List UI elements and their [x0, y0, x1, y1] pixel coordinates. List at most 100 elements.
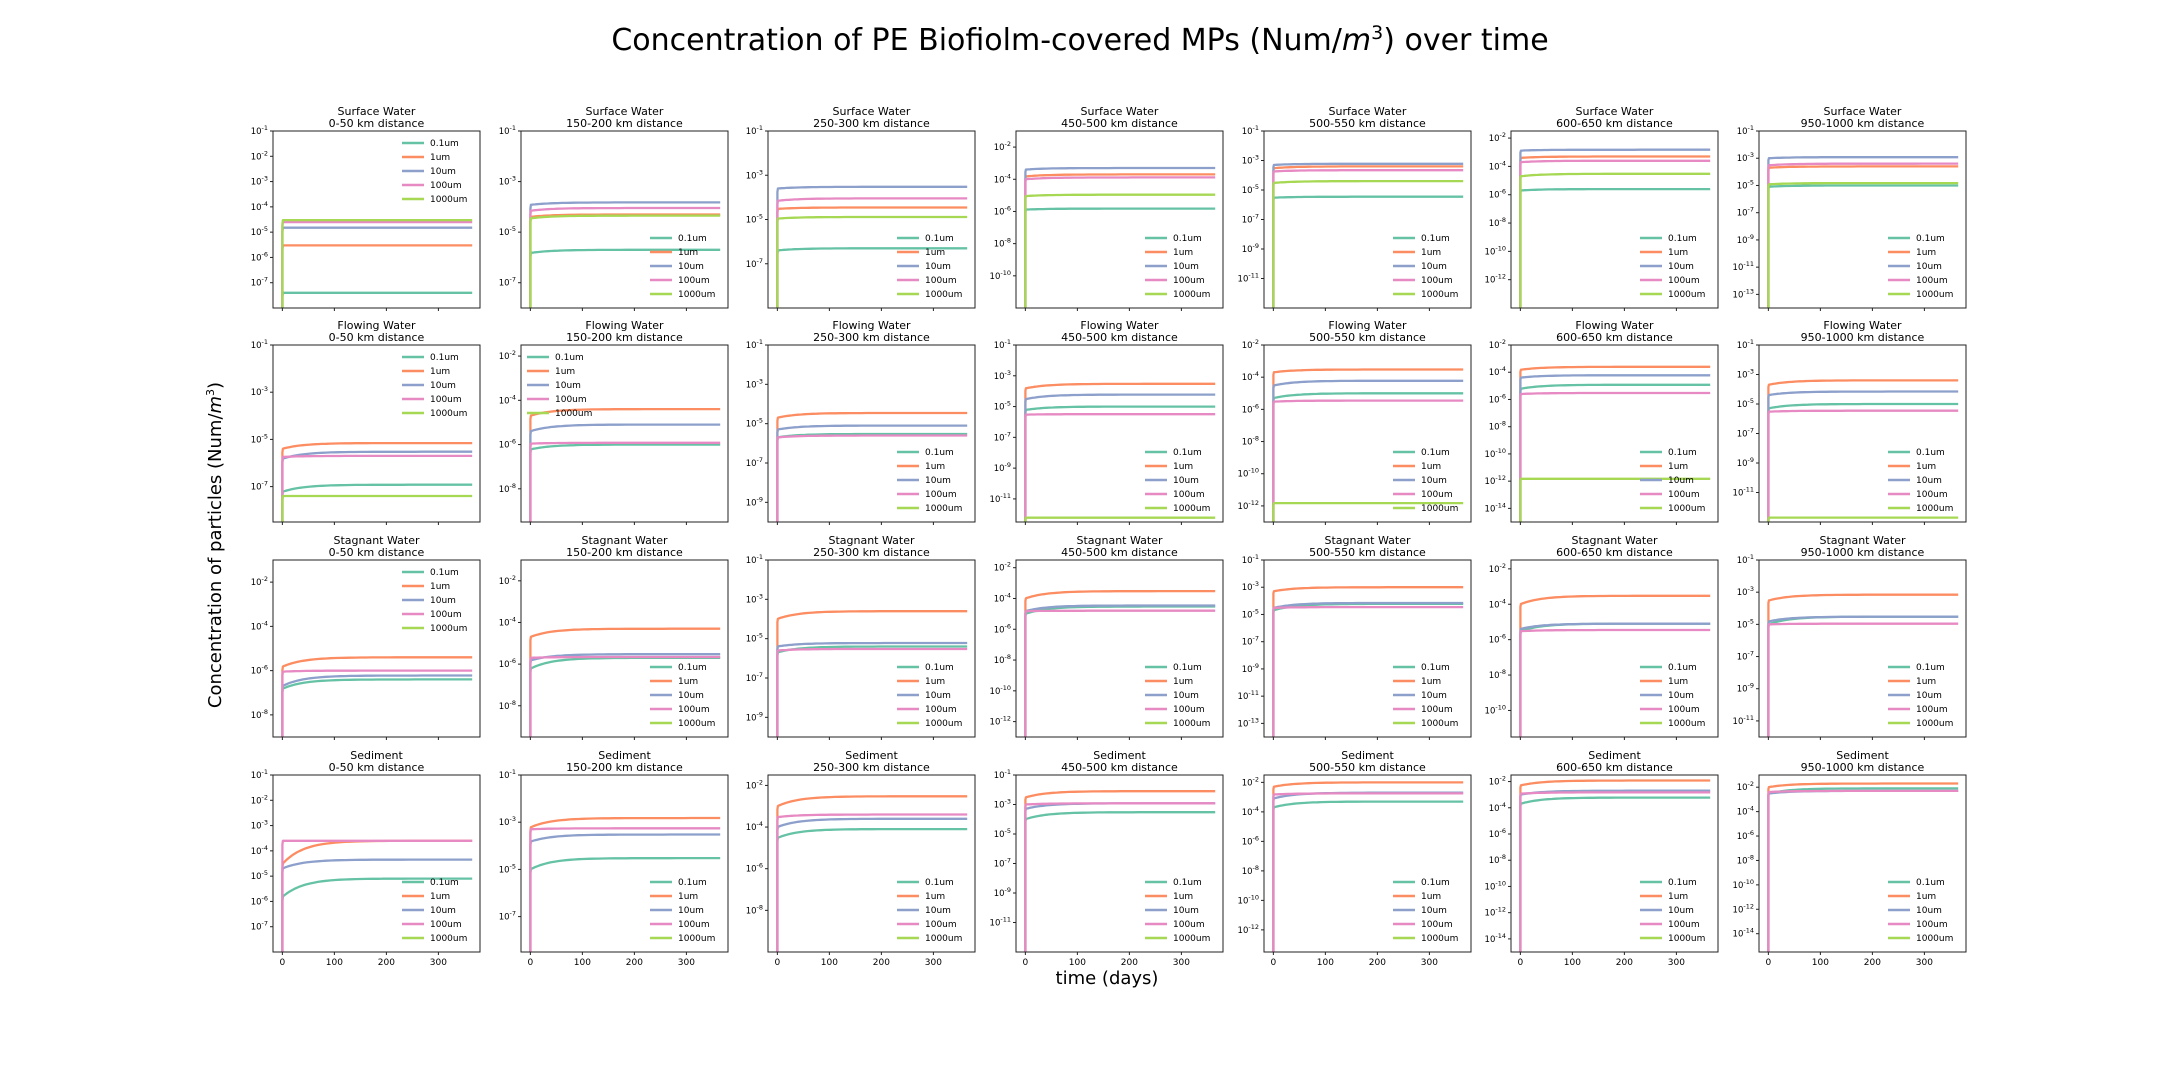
panel-title-distance: 450-500 km distance — [1061, 546, 1178, 559]
series-line-1um — [776, 795, 968, 952]
legend-label-100um: 100um — [1421, 920, 1453, 930]
y-tick-label: 10-6 — [1489, 633, 1506, 646]
y-tick-label: 10-2 — [499, 574, 516, 587]
series-line-100um — [281, 220, 473, 308]
legend-label-10um: 10um — [678, 906, 704, 916]
series-line-100um — [1767, 162, 1959, 308]
legend: 0.1um 1um 10um 100um 1000um — [402, 878, 467, 944]
legend-label-1um: 1um — [1668, 462, 1688, 472]
panel-curves — [281, 839, 473, 952]
legend-label-10um: 10um — [1173, 476, 1199, 486]
series-line-1000um — [529, 214, 721, 308]
legend-label-100um: 100um — [1916, 705, 1948, 715]
legend: 0.1um 1um 10um 100um 1000um — [1640, 448, 1705, 514]
series-line-10um — [281, 226, 473, 308]
legend-label-10um: 10um — [925, 691, 951, 701]
y-tick-label: 10-2 — [251, 575, 268, 588]
x-tick-label: 0 — [1517, 958, 1523, 968]
panel-frame — [1758, 559, 1967, 738]
y-tick-label: 10-11 — [1238, 689, 1259, 702]
y-tick-label: 10-7 — [746, 671, 763, 684]
series-line-10um — [776, 185, 968, 308]
y-tick-label: 10-4 — [499, 615, 516, 628]
legend-label-100um: 100um — [678, 276, 710, 286]
legend-label-100um: 100um — [1421, 276, 1453, 286]
panel-curves — [1767, 156, 1959, 308]
y-tick-label: 10-2 — [1489, 131, 1506, 144]
legend-label-1000um: 1000um — [430, 624, 467, 634]
panel-curves — [1519, 365, 1711, 522]
panel-title-distance: 450-500 km distance — [1061, 331, 1178, 344]
y-tick-label: 10-6 — [994, 204, 1011, 217]
y-tick-label: 10-1 — [1242, 124, 1259, 137]
series-line-1000um — [1272, 501, 1464, 522]
y-tick-label: 10-7 — [1242, 213, 1259, 226]
y-tick-label: 10-9 — [1242, 242, 1259, 255]
legend-label-10um: 10um — [1916, 262, 1942, 272]
x-tick-label: 0 — [1765, 958, 1771, 968]
series-line-0-1um — [776, 827, 968, 952]
y-tick-label: 10-6 — [1242, 834, 1259, 847]
legend: 0.1um 1um 10um 100um 1000um — [1145, 878, 1210, 944]
y-tick-label: 10-10 — [1238, 467, 1259, 480]
legend: 0.1um 1um 10um 100um 1000um — [402, 353, 467, 419]
series-line-1000um — [1767, 516, 1959, 522]
legend-label-100um: 100um — [1421, 490, 1453, 500]
y-tick-label: 10-2 — [746, 778, 763, 791]
panel-curves — [776, 185, 968, 308]
series-line-1um — [1519, 155, 1711, 308]
title-unit-base: m — [1341, 23, 1372, 58]
legend-label-1um: 1um — [1173, 248, 1193, 258]
y-tick-label: 10-5 — [746, 213, 763, 226]
legend-label-1um: 1um — [678, 248, 698, 258]
series-line-10um — [1024, 166, 1216, 308]
panel-title-compartment: Surface Water — [1824, 105, 1902, 118]
legend-label-1000um: 1000um — [1668, 719, 1705, 729]
series-line-0-1um — [281, 678, 473, 737]
legend-label-100um: 100um — [430, 610, 462, 620]
panel-title-distance: 950-1000 km distance — [1801, 117, 1925, 130]
y-tick-label: 10-13 — [1238, 716, 1259, 729]
series-line-1000um — [1519, 477, 1711, 522]
panel-title-compartment: Flowing Water — [1328, 319, 1407, 332]
legend-label-10um: 10um — [430, 906, 456, 916]
legend-label-0-1um: 0.1um — [678, 878, 707, 888]
panel-title-compartment: Surface Water — [338, 105, 416, 118]
legend-label-1um: 1um — [1668, 892, 1688, 902]
legend-label-10um: 10um — [925, 906, 951, 916]
y-tick-label: 10-10 — [1485, 703, 1506, 716]
series-line-1um — [1519, 779, 1711, 952]
series-line-100um — [281, 669, 473, 737]
y-tick-label: 10-2 — [1242, 775, 1259, 788]
legend-label-10um: 10um — [1421, 691, 1447, 701]
legend-label-0-1um: 0.1um — [1173, 878, 1202, 888]
panel-frame — [1758, 774, 1967, 953]
panel-curves — [1767, 593, 1959, 737]
y-tick-label: 10-11 — [1238, 272, 1259, 285]
y-tick-label: 10-12 — [1485, 906, 1506, 919]
legend-label-1um: 1um — [678, 677, 698, 687]
legend-label-100um: 100um — [1173, 276, 1205, 286]
legend-label-1um: 1um — [430, 582, 450, 592]
legend-label-0-1um: 0.1um — [1421, 878, 1450, 888]
legend-label-1000um: 1000um — [678, 719, 715, 729]
y-tick-label: 10-8 — [994, 653, 1011, 666]
y-tick-label: 10-8 — [499, 482, 516, 495]
x-tick-label: 200 — [1369, 958, 1386, 968]
x-tick-label: 0 — [774, 958, 780, 968]
y-tick-label: 10-2 — [1242, 338, 1259, 351]
legend-label-100um: 100um — [678, 920, 710, 930]
legend-label-1um: 1um — [1916, 248, 1936, 258]
panel-frame — [1015, 130, 1224, 309]
y-tick-label: 10-6 — [251, 250, 268, 263]
y-tick-label: 10-2 — [994, 140, 1011, 153]
legend-label-1000um: 1000um — [1916, 934, 1953, 944]
legend-label-1um: 1um — [1421, 892, 1441, 902]
